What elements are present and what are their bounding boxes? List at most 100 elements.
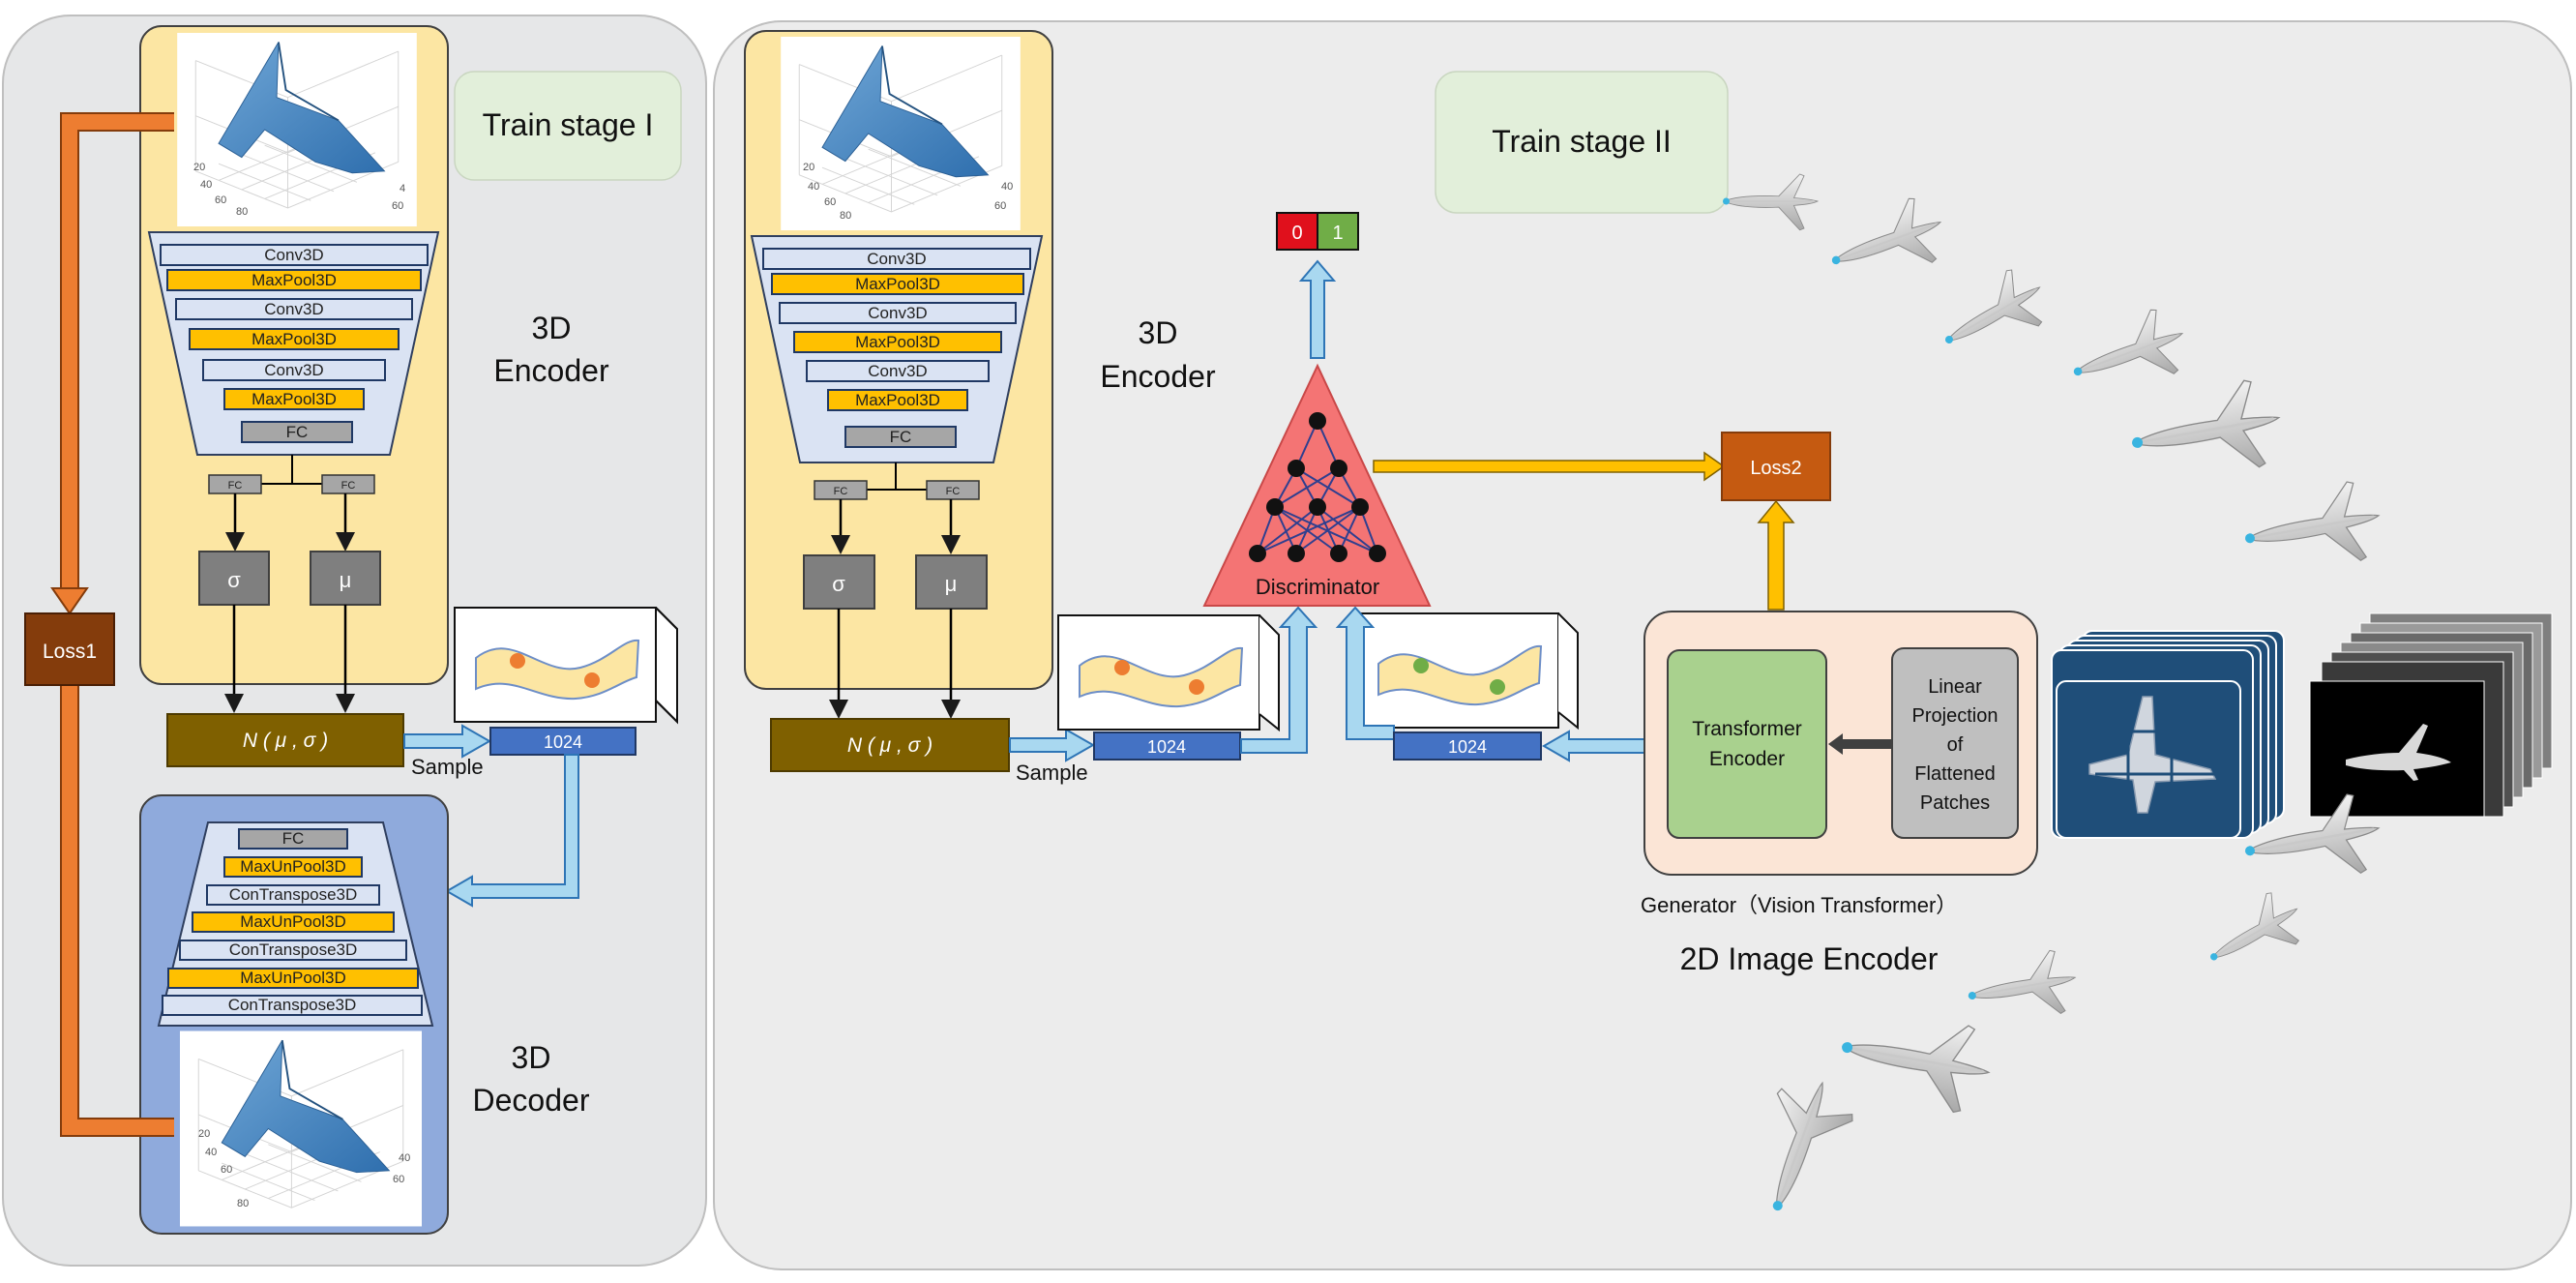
stage1-encoder-label-2: Encoder: [493, 353, 609, 388]
stage1-latent-cube: [454, 607, 678, 725]
output-one: [1317, 212, 1359, 251]
stage1-decoder-layer-label-0: FC: [282, 829, 305, 848]
svg-text:60: 60: [393, 1174, 404, 1185]
svg-text:FC: FC: [341, 480, 356, 492]
stage2-encoder-layer-label-5: MaxPool3D: [855, 391, 940, 409]
svg-text:40: 40: [808, 181, 819, 193]
svg-text:20: 20: [198, 1128, 210, 1140]
stage1-decoder-layer-3: [192, 911, 395, 933]
svg-text:σ: σ: [227, 568, 241, 592]
svg-text:σ: σ: [832, 572, 845, 596]
stage1-encoder-layer-6: [241, 421, 353, 443]
disc-node-7: [1288, 545, 1305, 562]
stage2-encoder-layer-label-2: Conv3D: [868, 304, 927, 322]
svg-text:20: 20: [803, 162, 814, 173]
disc-node-3: [1266, 498, 1284, 516]
svg-text:Flattened: Flattened: [1914, 763, 1995, 785]
svg-text:Encoder: Encoder: [1709, 748, 1785, 770]
discriminator-network: [1249, 412, 1386, 562]
stage1-encoder-layer-label-1: MaxPool3D: [252, 271, 337, 289]
stage1-encoder-layer-4: [202, 359, 386, 381]
svg-text:FC: FC: [834, 486, 848, 497]
image-patch-stack: [2051, 630, 2285, 839]
svg-text:of: of: [1947, 734, 1964, 756]
disc-node-4: [1309, 498, 1326, 516]
svg-text:Loss1: Loss1: [43, 641, 97, 663]
stage1-sigma-box: [198, 551, 270, 606]
stage1-encoder-layer-label-4: Conv3D: [264, 361, 323, 379]
stage1-normal-box: [166, 713, 404, 767]
svg-text:Linear: Linear: [1928, 676, 1982, 698]
stage2-encoder-layer-label-6: FC: [890, 428, 912, 446]
svg-text:1024: 1024: [544, 732, 582, 752]
stage2-encoder-layer-5: [827, 389, 968, 411]
loss2-box: [1721, 432, 1831, 501]
svg-text:Loss2: Loss2: [1750, 458, 1801, 479]
stage2-title-box: [1435, 71, 1729, 214]
stage1-decoder-layer-4: [179, 940, 407, 961]
svg-text:Transformer: Transformer: [1692, 718, 1802, 740]
stage1-decoder-layer-label-5: MaxUnPool3D: [240, 969, 346, 987]
stage2-title: Train stage II: [1492, 124, 1672, 159]
svg-text:4: 4: [400, 183, 405, 194]
stage1-decoder-layer-label-2: ConTranspose3D: [229, 885, 358, 904]
stage2-panel: [713, 20, 2572, 1270]
svg-text:1024: 1024: [1448, 737, 1487, 757]
svg-text:N ( μ , σ ): N ( μ , σ ): [243, 730, 328, 752]
stage1-latent-box: [489, 727, 637, 756]
svg-text:60: 60: [392, 200, 403, 212]
svg-text:N ( μ , σ ): N ( μ , σ ): [847, 734, 933, 757]
stage1-encoder-layer-label-6: FC: [286, 423, 309, 441]
stage1-decoder-layer-2: [206, 884, 380, 906]
stage2-encoder-layer-1: [771, 273, 1024, 295]
generator-output-arrow: [1541, 730, 1645, 762]
stage2-latent-cube-a: [1057, 614, 1280, 732]
disc-output-arrow: [1298, 259, 1337, 359]
svg-text:FC: FC: [946, 486, 961, 497]
stage2-encoder-label-1: 3D: [1139, 315, 1178, 350]
loss2-arrow: [1373, 451, 1726, 482]
disc-node-6: [1249, 545, 1266, 562]
stage2-encoder-layer-label-4: Conv3D: [868, 362, 927, 380]
stage1-encoder-label-1: 3D: [532, 311, 572, 345]
stage1-decoder-layer-label-3: MaxUnPool3D: [240, 912, 346, 931]
disc-node-1: [1288, 460, 1305, 477]
discriminator-label: Discriminator: [1256, 575, 1379, 599]
disc-node-9: [1369, 545, 1386, 562]
stage2-encoder-layer-label-1: MaxPool3D: [855, 275, 940, 293]
stage2-sample-arrow: [1009, 728, 1096, 762]
stage1-mu-box: [310, 551, 381, 606]
svg-text:40: 40: [1001, 181, 1013, 193]
projection-arrow: [1828, 733, 1891, 755]
stage1-decode-arrow: [444, 754, 579, 908]
stage2-encoder-layer-3: [793, 331, 1002, 353]
stage1-decoder-layer-6: [162, 995, 423, 1016]
stage1-decoder-label-1: 3D: [512, 1040, 551, 1075]
stage1-decoder-layer-5: [167, 968, 419, 989]
stage1-encoder-layer-label-2: Conv3D: [264, 300, 323, 318]
stage2-mu-box: [915, 554, 988, 610]
stage1-sample-arrow: [403, 724, 492, 759]
stage1-decoder-layer-1: [223, 856, 363, 878]
stage2-encoder-layer-label-3: MaxPool3D: [855, 333, 940, 351]
stage1-loss-arrow-top: [62, 114, 174, 590]
disc-node-0: [1309, 412, 1326, 430]
stage2-encoder-layer-2: [779, 302, 1017, 324]
stage1-encoder-layer-1: [166, 269, 422, 291]
stage2-encoder-layer-6: [844, 426, 957, 448]
svg-text:1: 1: [1332, 223, 1343, 244]
linear-projection-box: [1891, 647, 2019, 839]
stage1-encoder-layer-0: [160, 244, 429, 266]
stage1-encoder-layer-label-5: MaxPool3D: [252, 390, 337, 408]
svg-text:Patches: Patches: [1920, 792, 1990, 814]
svg-text:80: 80: [237, 1198, 249, 1209]
svg-text:40: 40: [399, 1152, 410, 1164]
stage1-encoder-layer-label-0: Conv3D: [264, 246, 323, 264]
svg-text:40: 40: [205, 1147, 217, 1158]
stage2-encoder-layer-label-0: Conv3D: [867, 250, 926, 268]
svg-text:μ: μ: [945, 572, 958, 596]
stage1-loss-arrow-bottom: [62, 677, 174, 1135]
stage2-latent-cube-b: [1356, 612, 1579, 731]
